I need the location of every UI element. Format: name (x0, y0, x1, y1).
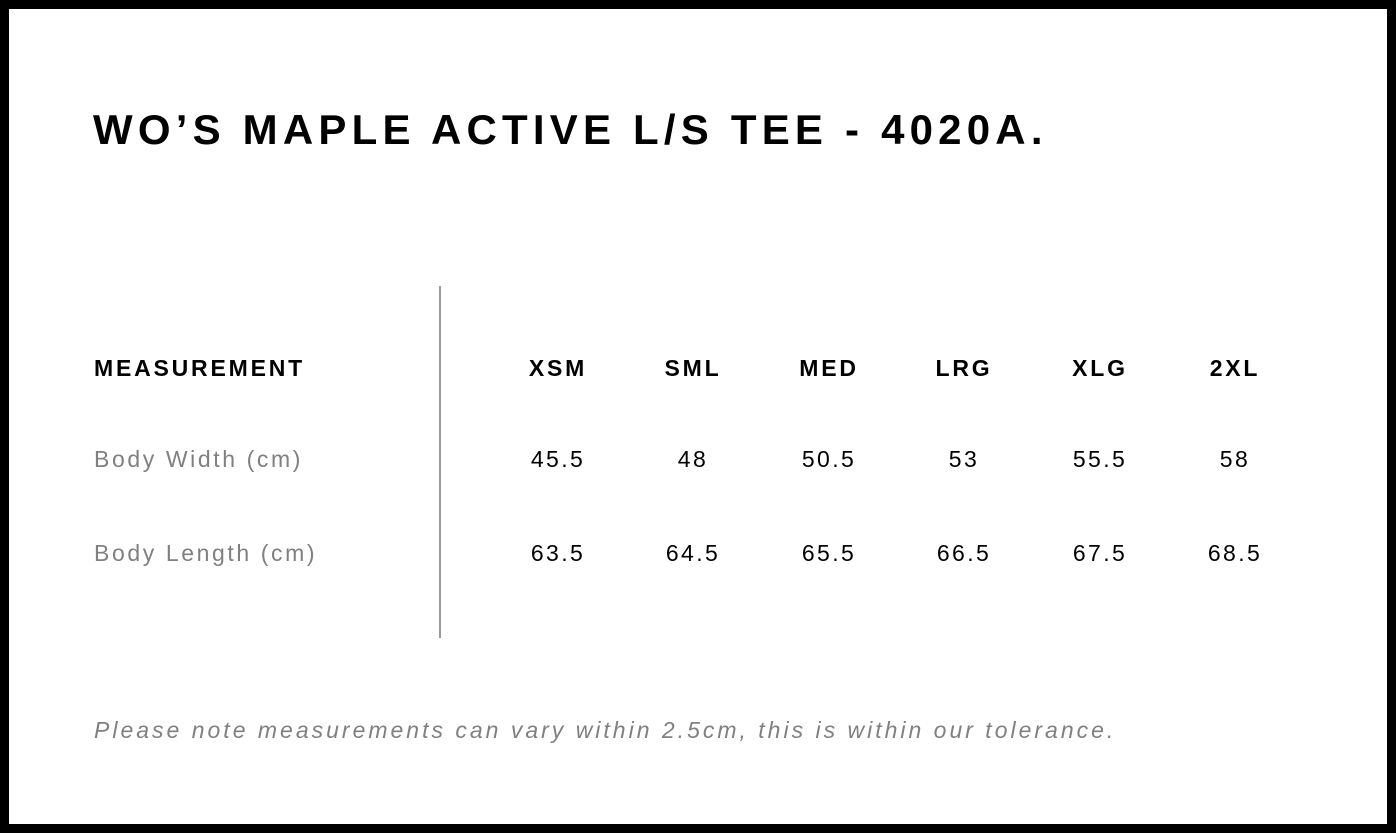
table-cell: 58 (1219, 446, 1251, 472)
table-cell: 45.5 (530, 446, 586, 472)
column-divider (439, 286, 441, 638)
table-cell: 67.5 (1072, 540, 1128, 566)
size-header: XSM (528, 355, 588, 381)
table-cell: 48 (677, 446, 709, 472)
table-cell: 65.5 (801, 540, 857, 566)
table-cell: 64.5 (665, 540, 721, 566)
size-header: XLG (1072, 355, 1128, 381)
measurement-header: MEASUREMENT (94, 355, 305, 381)
table-cell: 50.5 (801, 446, 857, 472)
table-cell: 63.5 (530, 540, 586, 566)
size-header: SML (664, 355, 722, 381)
table-cell: 55.5 (1072, 446, 1128, 472)
table-cell: 68.5 (1207, 540, 1263, 566)
size-header: MED (799, 355, 859, 381)
page-title: WO’S MAPLE ACTIVE L/S TEE - 4020A. (93, 106, 1048, 153)
size-header: 2XL (1209, 355, 1261, 381)
table-cell: 53 (948, 446, 980, 472)
row-label-body-width: Body Width (cm) (94, 446, 303, 472)
row-label-body-length: Body Length (cm) (94, 540, 318, 566)
size-header: LRG (935, 355, 993, 381)
tolerance-note: Please note measurements can vary within… (94, 717, 1117, 743)
table-cell: 66.5 (936, 540, 992, 566)
